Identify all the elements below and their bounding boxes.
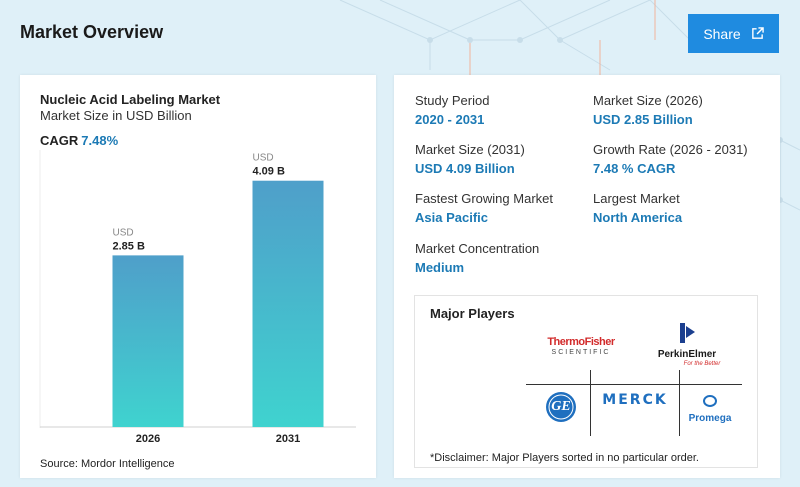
stat-fastest-growing-value: Asia Pacific [415,210,488,225]
page-title: Market Overview [20,22,164,42]
bar-2026 [112,255,184,427]
players-disclaimer: *Disclaimer: Major Players sorted in no … [430,452,699,464]
external-link-icon [751,27,764,39]
thermofisher-logo-subtitle: SCIENTIFIC [551,349,611,356]
bar-value-prefix: USD [253,153,274,164]
stat-market-size-2031-value: USD 4.09 Billion [415,161,515,176]
thermofisher-logo-name: ThermoFisher [547,336,615,348]
stat-growth-rate-value: 7.48 % CAGR [593,161,676,176]
ge-logo: GE [545,391,577,423]
stat-concentration-value: Medium [415,260,465,275]
share-button[interactable]: Share [688,14,779,53]
thermofisher-logo: ThermoFisher SCIENTIFIC [543,336,619,357]
major-players-box: Major Players ThermoFisher SCIENTIFIC Pe… [414,295,758,468]
merck-logo: MERCK [602,392,668,408]
stat-largest-market-value: North America [593,210,683,225]
stat-market-size-2026-label: Market Size (2026) [593,93,703,108]
stat-largest-market-label: Largest Market [593,191,680,206]
stat-concentration-label: Market Concentration [415,241,540,256]
cagr-label: CAGR [40,133,79,148]
logo-grid-divider [526,384,742,385]
stat-fastest-growing-label: Fastest Growing Market [415,191,553,206]
bar-2031 [252,180,324,427]
perkinelmer-logo-name: PerkinElmer [657,349,717,360]
stat-market-size-2031-label: Market Size (2031) [415,142,525,157]
stat-study-period-label: Study Period [415,93,490,108]
x-tick-label: 2031 [276,433,300,445]
bar-chart: USD 2.85 B 2026 USD 4.09 B 2031 [39,150,356,445]
cagr-display: CAGR 7.48% [40,133,118,148]
bar-value-prefix: USD [113,227,134,238]
ge-logo-text: GE [551,399,571,414]
stat-growth-rate-label: Growth Rate (2026 - 2031) [593,142,748,157]
ge-monogram-icon [546,392,576,422]
logo-grid-divider [679,370,680,436]
perkinelmer-mark-icon [680,323,695,343]
cagr-value: 7.48% [81,133,119,148]
perkinelmer-logo-tagline: For the Better [683,361,721,367]
chart-subtitle: Market Size in USD Billion [40,108,192,123]
promega-mark-icon [703,395,717,407]
share-button-label: Share [703,25,741,42]
major-players-title: Major Players [430,306,515,321]
chart-source: Source: Mordor Intelligence [40,458,175,470]
promega-logo-name: Promega [688,413,732,424]
market-stats-card: Study Period 2020 - 2031 Market Size (20… [394,75,780,478]
x-tick-label: 2026 [136,433,160,445]
bar-data-label: 4.09 B [253,166,285,178]
promega-logo: Promega [683,394,737,424]
logo-grid-divider [590,370,591,436]
chart-title: Nucleic Acid Labeling Market [40,92,221,107]
bar-data-label: 2.85 B [113,240,145,252]
market-size-chart-card: Nucleic Acid Labeling Market Market Size… [20,75,376,478]
perkinelmer-logo: PerkinElmer For the Better [647,322,727,368]
stat-study-period-value: 2020 - 2031 [415,112,485,127]
stat-market-size-2026-value: USD 2.85 Billion [593,112,693,127]
